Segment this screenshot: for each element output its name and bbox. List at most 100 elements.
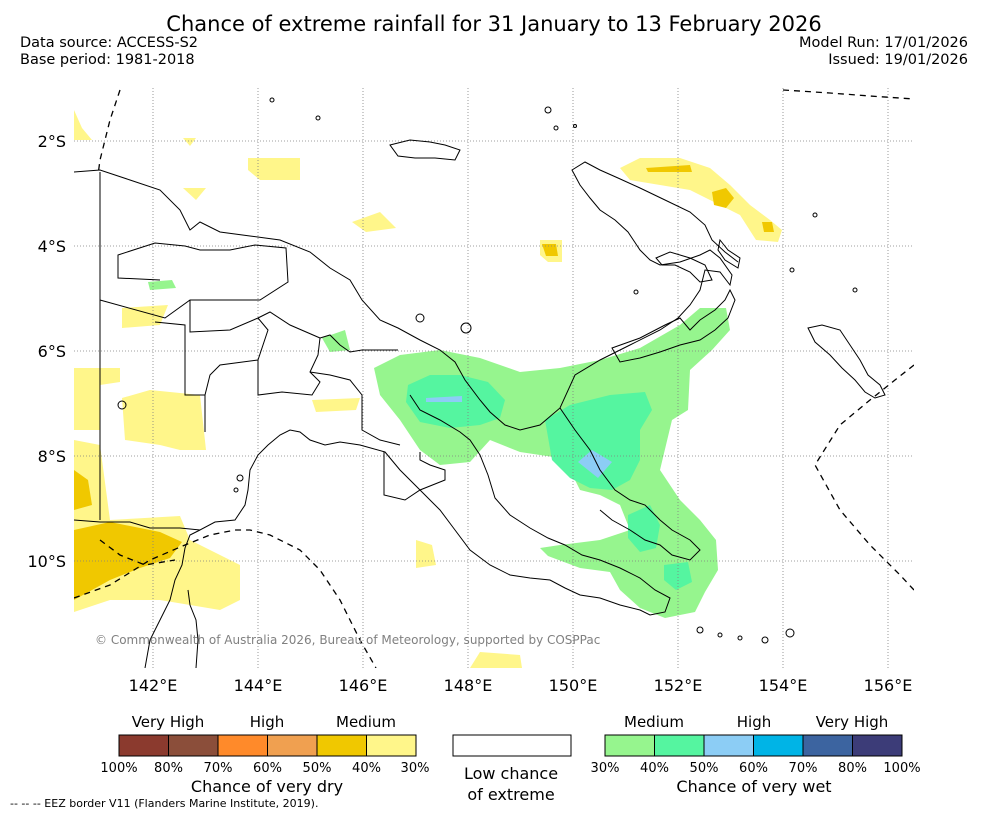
coastline: [187, 589, 199, 668]
island: [789, 267, 795, 273]
eez-border: [782, 89, 914, 100]
island: [315, 115, 321, 121]
lon-label: 148°E: [444, 676, 493, 695]
eez-border: [74, 529, 377, 668]
dry-region: [248, 158, 300, 180]
lat-axis: 2°S 4°S 6°S 8°S 10°S: [27, 132, 66, 571]
island: [460, 322, 472, 334]
lon-axis: 142°E 144°E 146°E 148°E 150°E 152°E 154°…: [129, 676, 913, 695]
legend-wet-tick: 70%: [789, 761, 818, 776]
island: [852, 287, 858, 293]
legend-dry-tick: 30%: [401, 761, 430, 776]
eez-border: [99, 539, 176, 566]
base-period: Base period: 1981-2018: [20, 52, 195, 68]
copyright-notice: © Commonwealth of Australia 2026, Bureau…: [95, 633, 601, 647]
island: [415, 313, 425, 323]
lon-label: 146°E: [339, 676, 388, 695]
lat-label: 4°S: [38, 237, 66, 256]
legend-dry-header: High: [250, 713, 284, 731]
dry-region: [542, 244, 558, 256]
wet-region: [148, 280, 176, 290]
dry-region: [352, 212, 396, 232]
island: [761, 636, 769, 644]
wet-region: [628, 505, 660, 552]
coastline: [611, 288, 736, 363]
lon-label: 144°E: [234, 676, 283, 695]
dry-region: [122, 390, 206, 450]
dry-region: [762, 222, 774, 232]
legend-dry-tick: 60%: [253, 761, 282, 776]
eez-borders: [74, 89, 914, 668]
dry-region: [183, 138, 196, 146]
legend-wet-header: Very High: [816, 713, 889, 731]
province-border: [99, 242, 289, 319]
data-source: Data source: ACCESS-S2: [20, 35, 199, 51]
wet-region: [545, 392, 652, 490]
legend-wet-swatches: [604, 734, 903, 757]
island: [269, 97, 275, 103]
legend-low-swatch: [452, 734, 572, 757]
islands: [117, 97, 858, 644]
legend-wet-header: Medium: [624, 713, 684, 731]
legend-swatch: [267, 734, 318, 757]
australia-coast: [144, 529, 201, 668]
legend-swatch: [802, 734, 853, 757]
wet-region: [426, 396, 462, 402]
coastline: [74, 161, 739, 431]
dry-region: [620, 158, 782, 242]
island: [696, 626, 704, 634]
map-title: Chance of extreme rainfall for 31 Januar…: [166, 12, 822, 36]
dry-region: [74, 470, 92, 510]
legend-dry-caption: Chance of very dry: [191, 777, 343, 796]
dry-region: [74, 368, 120, 430]
island: [573, 124, 577, 128]
graticule: [74, 88, 914, 668]
legend-dry-tick: 100%: [100, 761, 137, 776]
province-border: [189, 300, 398, 396]
lat-label: 6°S: [38, 342, 66, 361]
lon-label: 142°E: [129, 676, 178, 695]
model-run: Model Run: 17/01/2026: [798, 35, 968, 51]
legend-dry-swatches: [118, 734, 417, 757]
legend-swatch: [604, 734, 655, 757]
legend-wet-tick: 100%: [883, 761, 920, 776]
coastline: [389, 139, 461, 161]
island: [553, 125, 559, 131]
province-border: [154, 321, 206, 432]
island: [717, 632, 723, 638]
island: [544, 106, 552, 114]
coastline: [74, 394, 671, 616]
legend-low: Low chance of extreme: [452, 734, 572, 804]
legend-dry-tick: 50%: [303, 761, 332, 776]
legend-swatch: [852, 734, 903, 757]
island: [737, 635, 743, 641]
lon-label: 154°E: [759, 676, 808, 695]
coastline: [144, 529, 201, 668]
coastline: [807, 324, 886, 399]
dry-region: [416, 540, 436, 568]
meta-right: Model Run: 17/01/2026 Issued: 19/01/2026: [799, 35, 968, 69]
legend-swatch: [753, 734, 804, 757]
legend-swatch: [703, 734, 754, 757]
coastline: [559, 407, 701, 561]
legend-wet-tick: 40%: [640, 761, 669, 776]
lat-label: 8°S: [38, 447, 66, 466]
province-border: [383, 452, 446, 501]
legend-wet-tick: 50%: [690, 761, 719, 776]
island: [812, 212, 818, 218]
lon-label: 150°E: [549, 676, 598, 695]
island: [633, 289, 639, 295]
coastlines: [74, 139, 886, 616]
meta-left: Data source: ACCESS-S2 Base period: 1981…: [20, 35, 198, 69]
lat-label: 10°S: [27, 552, 66, 571]
eez-border: [97, 89, 121, 176]
dry-region: [470, 652, 522, 668]
island: [233, 487, 239, 493]
coastline: [655, 251, 713, 283]
island: [236, 474, 244, 482]
wet-veryhigh-regions: [426, 396, 612, 478]
wet-region: [578, 450, 612, 478]
legend-wet: Medium High Very High 30% 40% 50% 60% 70…: [591, 713, 921, 796]
legend-low-caption-1: Low chance: [464, 764, 558, 783]
